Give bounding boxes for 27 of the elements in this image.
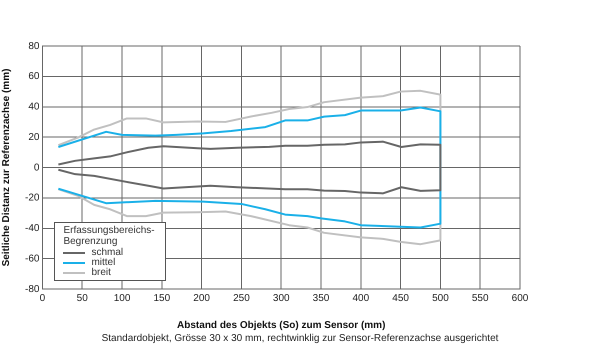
x-tick-label: 150: [153, 292, 171, 304]
y-tick-label: 20: [28, 132, 40, 143]
legend-label: schmal: [91, 247, 124, 258]
y-tick-label: -40: [25, 223, 40, 234]
x-tick-label: 300: [272, 292, 290, 304]
x-tick-label: 550: [472, 292, 489, 304]
x-tick-label: 400: [352, 292, 370, 304]
x-axis-title: Abstand des Objekts (So) zum Sensor (mm): [177, 320, 386, 331]
y-tick-label: -80: [25, 284, 40, 295]
y-axis-title: Seitliche Distanz zur Referenzachse (mm): [0, 68, 12, 266]
text: Standardobjekt, Grösse 30 x 30 mm, rechtwinklig zur Sensor-Referenzachse ausgerichtet: [100, 333, 500, 344]
x-tick-label: 50: [76, 292, 88, 304]
legend-label: mittel: [91, 257, 116, 268]
x-tick-label: 450: [392, 292, 410, 304]
x-tick-label: 350: [312, 292, 330, 304]
x-tick-label: 200: [193, 292, 210, 304]
x-tick-label: 500: [432, 292, 450, 304]
x-tick-label: 600: [512, 292, 529, 304]
y-tick-label: -60: [25, 253, 40, 264]
y-tick-label: -20: [25, 192, 40, 204]
x-tick-label: 100: [114, 292, 131, 304]
legend-label: breit: [91, 267, 111, 278]
y-tick-label: 40: [28, 102, 40, 112]
y-tick-label: 60: [28, 71, 40, 82]
y-tick-label: 0: [34, 162, 40, 174]
y-tick-label: 80: [28, 40, 40, 52]
x-tick-label: 250: [233, 292, 250, 304]
